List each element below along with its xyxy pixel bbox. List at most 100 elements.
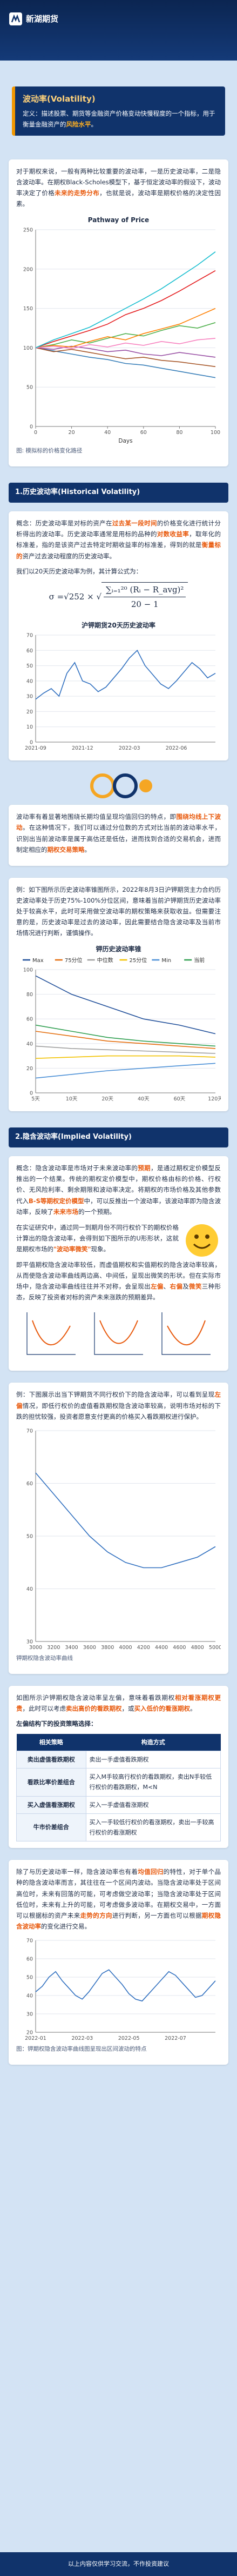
- x-tick-label: 10天: [66, 1096, 78, 1102]
- y-tick-label: 20: [26, 2030, 33, 2036]
- text-segment: 中，可以反推出一个波动率，该波动率即为隐含波动率，反映了: [16, 1197, 221, 1216]
- y-tick-label: 250: [23, 228, 33, 233]
- text-segment: 定义：描述股票、期货等金融资产价格变动快慢程度的一个指标，用于衡量金融资产的: [23, 110, 215, 129]
- section-heading: 1.历史波动率(Historical Volatility): [9, 483, 228, 503]
- x-tick-label: 60天: [174, 1096, 186, 1102]
- text-segment: 三种形态，反映了投资者对标的资产未来涨跌的预期差异。: [16, 1283, 221, 1302]
- text-segment: 资产过去波动程度的历史波动率。: [22, 552, 116, 560]
- chart-svg: 钾历史波动率锥 Max 75分位 中位数 25分位 Min 当前 0 20 40 60 80 100 5天…: [23, 945, 221, 1102]
- caption: 钾期权隐含波动率曲线: [16, 1654, 73, 1661]
- caption: 图：钾期权隐含波动率曲线图呈现出区间波动的特点: [16, 2046, 147, 2052]
- table-cell: 买入虚值看涨期权: [16, 1796, 86, 1814]
- y-tick-label: 50: [26, 385, 33, 391]
- chart-svg: 沪钾期货20天历史波动率 0 10 20 30 40 50 60 70 2021-09 2021-1…: [25, 621, 216, 751]
- logo-icon: [9, 12, 22, 26]
- legend-label: 75分位: [65, 957, 83, 964]
- highlight: 相对看涨期权更贵: [16, 1694, 221, 1713]
- text-segment: 的特性，对于单个品种的隐含波动率而言，其往往在一个区间内波动。当隐含波动率处于区…: [16, 1868, 221, 1919]
- legend-label: 当前: [194, 957, 205, 964]
- highlight: 过去某一段时间: [112, 519, 157, 528]
- series-line: [35, 1056, 216, 1059]
- formula: σ = √252 × √ ∑ᵢ₌₁²⁰ (Rᵢ − R_avg)² 20 − 1: [16, 582, 221, 612]
- highlight: 右偏: [170, 1283, 183, 1290]
- series-line: [35, 345, 216, 358]
- y-tick-label: 150: [23, 306, 33, 312]
- table-cell: 买入一手虚值看涨期权: [85, 1796, 221, 1814]
- text-segment: 在实证研究中，通过同一到期月份不同行权价下的期权价格计算出的隐含波动率，会得到如…: [16, 1223, 179, 1253]
- x-axis-label: Days: [118, 438, 132, 444]
- numerator: ∑ᵢ₌₁²⁰ (Rᵢ − R_avg)²: [104, 583, 186, 597]
- x-tick-label: 3400: [65, 1645, 78, 1651]
- x-tick-label: 100: [211, 430, 220, 436]
- series-line: [35, 976, 216, 1035]
- chart: 钾历史波动率锥 Max 75分位 中位数 25分位 Min 当前 0 20 40 60 80 100 5天…: [16, 943, 221, 1105]
- formula-part: σ =: [49, 591, 64, 602]
- text-segment: 概念：隐含波动率是市场对于未来波动率的: [16, 1164, 138, 1172]
- highlight: 衡量标的: [16, 541, 221, 560]
- x-tick-label: 4800: [191, 1645, 204, 1651]
- series-line: [35, 347, 216, 378]
- highlight: B-S等期权定价模型: [29, 1197, 84, 1205]
- x-tick-label: 40: [104, 430, 111, 436]
- y-tick-label: 100: [23, 345, 33, 351]
- highlight: 围绕均线上下波动: [16, 813, 221, 832]
- iv-example-card: 例：下图展示出当下钾期货不同行权价下的隐含波动率，可以看到呈现左偏情况，即低行权…: [9, 1383, 228, 1674]
- paragraph: 例：如下图所示历史波动率锥图所示，2022年8月3日沪钾期货主力合约历史波动率处…: [16, 884, 221, 939]
- y-tick-label: 60: [26, 1017, 33, 1023]
- chart: Pathway of Price 0 50 100 150 200 250 0 20 40 60 80…: [16, 213, 221, 446]
- intro-title: 波动率(Volatility): [23, 94, 96, 104]
- highlight: 期权隐含波动率: [16, 1911, 221, 1930]
- x-tick-label: 20: [69, 430, 75, 436]
- paragraph: 除了与历史波动率一样，隐含波动率也有着均值回归的特性，对于单个品种的隐含波动率而…: [16, 1866, 221, 1932]
- highlight: 未来市场: [53, 1207, 78, 1216]
- x-tick-label: 20天: [101, 1096, 113, 1102]
- text-segment: 进行判断，另一方面也可以根据: [112, 1911, 202, 1919]
- highlight: 均值回归: [138, 1868, 164, 1876]
- text-segment: 如图所示沪钾期权隐含波动率呈左偏，意味着看跌期权: [16, 1694, 175, 1702]
- table-row: 卖出虚值看跌期权 卖出一手虚值看跌期权: [16, 1750, 221, 1769]
- strategy-table: 相关策略 构造方式 卖出虚值看跌期权 卖出一手虚值看跌期权 看跌比率价差组合 买入M手较高…: [16, 1733, 221, 1842]
- text-segment: 例：如下图所示历史波动率锥图所示，2022年8月3日沪钾期货主力合约历史波动率处…: [16, 885, 221, 937]
- series-line: [35, 650, 216, 700]
- chart-svg: Pathway of Price 0 50 100 150 200 250 0 20 40 60 80…: [23, 216, 220, 444]
- chart-svg: 20 30 40 50 60 70 2022-01 2022-03 2022-05 2022-07: [25, 1938, 216, 2041]
- table-row: 牛市价差组合 买入一手较低行权价的看涨期权，卖出一手较高行权价的看涨期权: [16, 1813, 221, 1842]
- paragraph: 概念：历史波动率是对标的资产在过去某一段时间的价格变化进行统计分析得出的波动率。…: [16, 518, 221, 562]
- intro: 波动率(Volatility) 定义：描述股票、期货等金融资产价格变动快慢程度的…: [12, 86, 225, 136]
- circles-icon: [90, 773, 152, 799]
- logo: 新湖期货: [9, 12, 58, 26]
- x-tick-label: 2022-01: [25, 2036, 46, 2041]
- text-segment: 的一个预期。: [78, 1207, 116, 1216]
- x-tick-label: 5天: [31, 1096, 40, 1102]
- y-tick-label: 40: [26, 1993, 33, 1999]
- x-tick-label: 3800: [101, 1645, 114, 1651]
- series-line: [35, 347, 216, 368]
- legend-label: Min: [161, 958, 171, 964]
- table-cell: 卖出一手虚值看跌期权: [85, 1750, 221, 1769]
- table-cell: 买入M手较高行权价的看跌期权，卖出N手较低行权价的看跌期权，M<N: [85, 1768, 221, 1797]
- chart: 沪钾期货20天历史波动率 0 10 20 30 40 50 60 70 2021-09 2021-1…: [16, 619, 221, 754]
- text-segment: 。: [91, 121, 98, 129]
- mean-reversion-card: 波动率有着显著地围绕长期均值呈现均值回归的特点，即围绕均线上下波动。在这种情况下…: [9, 805, 228, 866]
- y-tick-label: 70: [26, 633, 33, 639]
- paragraph: 如图所示沪钾期权隐含波动率呈左偏，意味着看跌期权相对看涨期权更贵，此时可以考虑卖…: [16, 1692, 221, 1714]
- y-tick-label: 60: [26, 1481, 33, 1487]
- text-segment: 对于期权来说，一般有两种比较重要的波动率，一是历史波动率，二是隐含波动率。在期权…: [16, 167, 221, 197]
- logo-text: 新湖期货: [26, 14, 59, 24]
- highlight: 预期: [138, 1164, 151, 1172]
- footer: 以上内容仅供学习交流，不作投资建议: [0, 2552, 237, 2576]
- y-tick-label: 50: [26, 1975, 33, 1981]
- series-line: [35, 1031, 216, 1050]
- text-segment: 。在这种情况下，我们可以通过分位数的方式对比当前的波动率水平，识别出当前波动率是…: [16, 824, 221, 853]
- chart-svg: 30 40 50 60 70 3000 3200 3400 3600 3800 4000 4200 44…: [26, 1428, 221, 1651]
- text-segment: ，此时可以考虑: [22, 1705, 66, 1713]
- y-tick-label: 100: [23, 967, 33, 973]
- text-segment: 现象。: [91, 1245, 110, 1253]
- column-header: 构造方式: [86, 1733, 221, 1751]
- text-segment: 情况，即低行权价的虚值看跌期权隐含波动率较高，说明市场对标的下跌的担忧较强，投资…: [16, 1402, 221, 1420]
- paragraph: 波动率有着显著地围绕长期均值呈现均值回归的特点，即围绕均线上下波动。在这种情况下…: [16, 811, 221, 855]
- table-row: 买入虚值看涨期权 买入一手虚值看涨期权: [16, 1796, 221, 1814]
- highlight: 风险水平: [66, 121, 91, 129]
- y-tick-label: 40: [26, 1586, 33, 1592]
